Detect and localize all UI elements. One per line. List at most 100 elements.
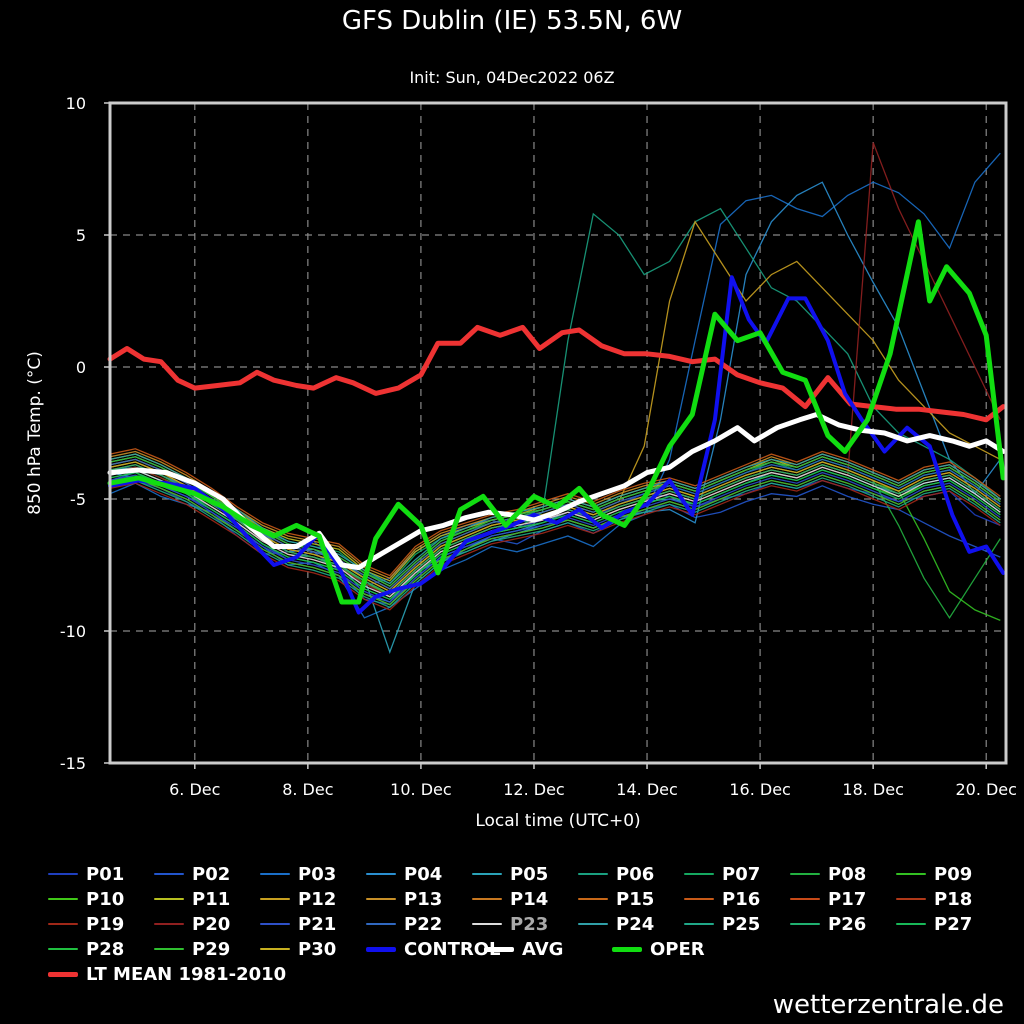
control-line — [108, 275, 1006, 615]
legend-item-p03: P03 — [260, 862, 336, 886]
legend-swatch — [578, 923, 608, 925]
legend-swatch — [366, 923, 396, 925]
legend-swatch — [612, 946, 642, 952]
legend-item-p07: P07 — [684, 862, 760, 886]
legend-label: LT MEAN 1981-2010 — [86, 963, 287, 985]
legend-swatch — [366, 946, 396, 952]
legend-item-p28: P28 — [48, 937, 124, 961]
x-tick-label: 20. Dec — [955, 780, 1017, 799]
x-tick-label: 14. Dec — [616, 780, 678, 799]
legend-item-p23: P23 — [472, 912, 548, 936]
legend-label: P15 — [616, 888, 655, 910]
legend-swatch — [154, 948, 184, 950]
x-tick-label: 18. Dec — [842, 780, 904, 799]
legend-item-p11: P11 — [154, 887, 230, 911]
member-line-p24 — [109, 453, 1001, 585]
chart-title: GFS Dublin (IE) 53.5N, 6W — [341, 6, 683, 36]
legend-swatch — [260, 948, 290, 950]
legend-swatch — [48, 873, 78, 875]
y-tick-label: -5 — [70, 490, 86, 509]
legend-swatch — [154, 923, 184, 925]
legend-swatch — [896, 873, 926, 875]
x-tick-label: 8. Dec — [282, 780, 333, 799]
y-axis-label: 850 hPa Temp. (°C) — [25, 351, 45, 515]
y-tick-label: 0 — [76, 358, 86, 377]
legend-swatch — [896, 923, 926, 925]
legend-item-p01: P01 — [48, 862, 124, 886]
legend-item-p10: P10 — [48, 887, 124, 911]
plot-frame — [108, 101, 1008, 765]
legend-swatch — [684, 898, 714, 900]
legend-item-p09: P09 — [896, 862, 972, 886]
legend-label: P02 — [192, 863, 231, 885]
legend-label: P17 — [828, 888, 867, 910]
legend-swatch — [578, 873, 608, 875]
legend-label: P26 — [828, 913, 867, 935]
legend-swatch — [790, 898, 820, 900]
legend-item-p25: P25 — [684, 912, 760, 936]
legend-swatch — [790, 873, 820, 875]
legend-swatch — [260, 923, 290, 925]
member-line-p20 — [109, 142, 1001, 598]
y-tick-label: 5 — [76, 226, 86, 245]
legend-item-p29: P29 — [154, 937, 230, 961]
legend-label: P16 — [722, 888, 761, 910]
legend-swatch — [578, 898, 608, 900]
legend-swatch — [154, 873, 184, 875]
legend-swatch — [896, 898, 926, 900]
legend-swatch — [472, 873, 502, 875]
legend-item-p15: P15 — [578, 887, 654, 911]
legend-item-p22: P22 — [366, 912, 442, 936]
legend-item-p24: P24 — [578, 912, 654, 936]
member-line-p27 — [109, 469, 1001, 601]
x-tick-label: 10. Dec — [390, 780, 452, 799]
legend-label: P11 — [192, 888, 231, 910]
legend-swatch — [366, 898, 396, 900]
legend-item-p20: P20 — [154, 912, 230, 936]
grid-lines — [110, 103, 1006, 763]
legend-label: P30 — [298, 938, 337, 960]
legend-swatch — [484, 946, 514, 952]
oper-line — [107, 219, 1006, 605]
legend-item-p08: P08 — [790, 862, 866, 886]
legend-label: P23 — [510, 913, 549, 935]
legend-swatch — [260, 873, 290, 875]
legend-item-p13: P13 — [366, 887, 442, 911]
legend-label: OPER — [650, 938, 705, 960]
legend-label: P08 — [828, 863, 867, 885]
legend-label: P09 — [934, 863, 973, 885]
legend-item-p17: P17 — [790, 887, 866, 911]
legend-label: AVG — [522, 938, 564, 960]
legend-swatch — [790, 923, 820, 925]
member-line-p16 — [109, 448, 1001, 577]
legend-swatch — [48, 948, 78, 950]
legend-item-p05: P05 — [472, 862, 548, 886]
x-tick-label: 16. Dec — [729, 780, 791, 799]
legend-swatch — [472, 923, 502, 925]
legend-label: P19 — [86, 913, 125, 935]
legend-swatch — [366, 873, 396, 875]
legend-label: P07 — [722, 863, 761, 885]
legend-item-control: CONTROL — [366, 937, 501, 961]
legend-swatch — [684, 873, 714, 875]
lt-mean-line — [107, 324, 1006, 423]
legend-item-p21: P21 — [260, 912, 336, 936]
member-line-p05 — [109, 466, 1001, 655]
legend-label: P29 — [192, 938, 231, 960]
x-axis-label: Local time (UTC+0) — [475, 811, 640, 831]
legend-item-p14: P14 — [472, 887, 548, 911]
legend-item-avg: AVG — [484, 937, 563, 961]
legend-item-p19: P19 — [48, 912, 124, 936]
legend-item-p02: P02 — [154, 862, 230, 886]
legend-swatch — [48, 923, 78, 925]
y-tick-label: -10 — [60, 622, 86, 641]
legend-item-p30: P30 — [260, 937, 336, 961]
legend-label: P06 — [616, 863, 655, 885]
legend-label: P03 — [298, 863, 337, 885]
legend-label: P24 — [616, 913, 655, 935]
legend-swatch — [48, 971, 78, 977]
member-series-layer — [109, 142, 1001, 655]
avg-line — [107, 412, 1006, 571]
y-tick-label: 10 — [66, 94, 86, 113]
